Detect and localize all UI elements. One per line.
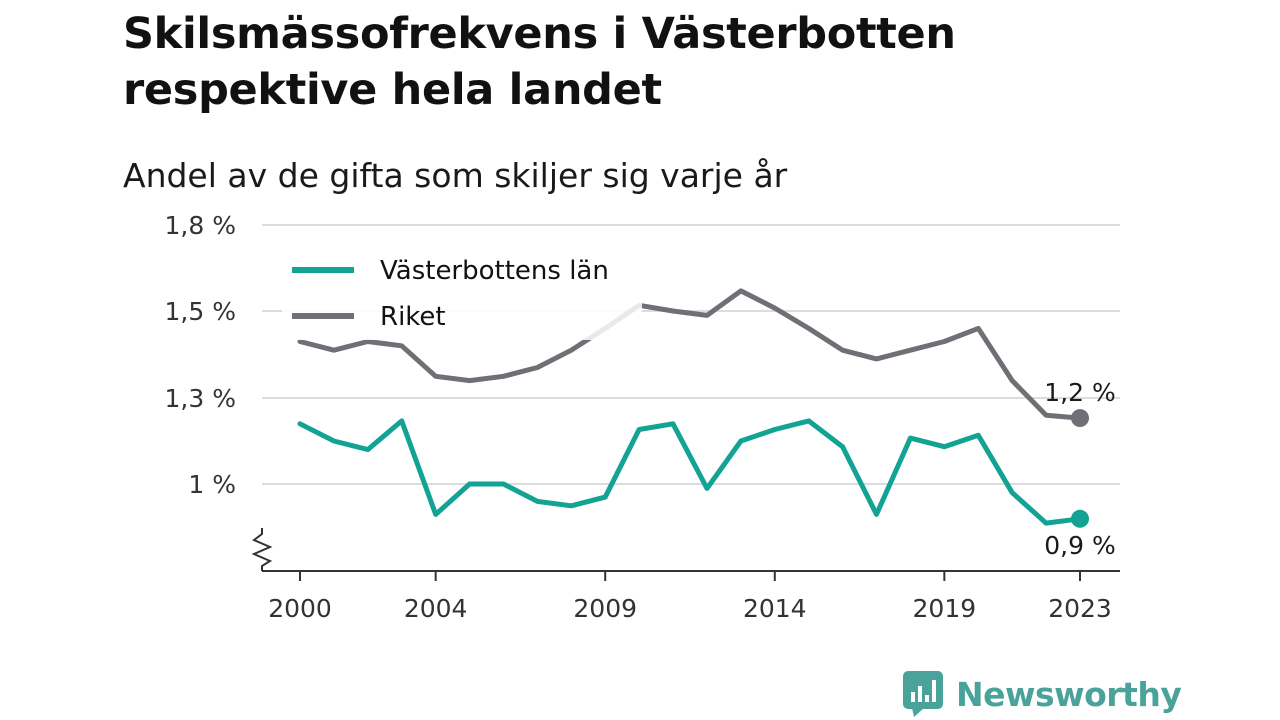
y-tick-label: 1,5 % <box>165 297 236 326</box>
bar-chart-bubble-icon <box>903 671 943 717</box>
newsworthy-logo: Newsworthy <box>902 670 1182 718</box>
y-tick-label: 1 % <box>188 470 236 499</box>
x-tick-label: 2000 <box>268 594 332 623</box>
chart-title: Skilsmässofrekvens i Västerbotten respek… <box>123 9 956 115</box>
series-line-1 <box>297 288 1083 421</box>
series-end-point-0 <box>1071 509 1089 528</box>
series-line-0 <box>297 418 1083 526</box>
y-tick-label: 1,3 % <box>165 384 236 413</box>
end-value-label: 1,2 % <box>1044 378 1115 407</box>
axis-break-icon <box>251 528 273 571</box>
axes: 1 % 1,3 % 1,5 % 1,8 % 2000 2004 2009 2014 2019 20… <box>165 211 1120 623</box>
x-tick-label: 2019 <box>913 594 977 623</box>
legend: Västerbottens län Riket <box>282 248 642 340</box>
x-tick-label: 2004 <box>404 594 468 623</box>
legend-label: Västerbottens län <box>380 256 609 286</box>
end-labels: 0,9 % 1,2 % <box>1044 378 1115 560</box>
end-value-label: 0,9 % <box>1044 531 1115 560</box>
series-lines <box>297 288 1089 528</box>
brand-name: Newsworthy <box>956 674 1182 714</box>
y-tick-label: 1,8 % <box>165 211 236 240</box>
legend-label: Riket <box>380 302 446 332</box>
x-tick-label: 2009 <box>573 594 637 623</box>
chart-subtitle: Andel av de gifta som skiljer sig varje … <box>123 156 788 195</box>
series-end-point-1 <box>1071 409 1089 428</box>
x-tick-label: 2014 <box>743 594 807 623</box>
legend-box <box>282 248 642 340</box>
x-tick-label: 2023 <box>1048 594 1112 623</box>
